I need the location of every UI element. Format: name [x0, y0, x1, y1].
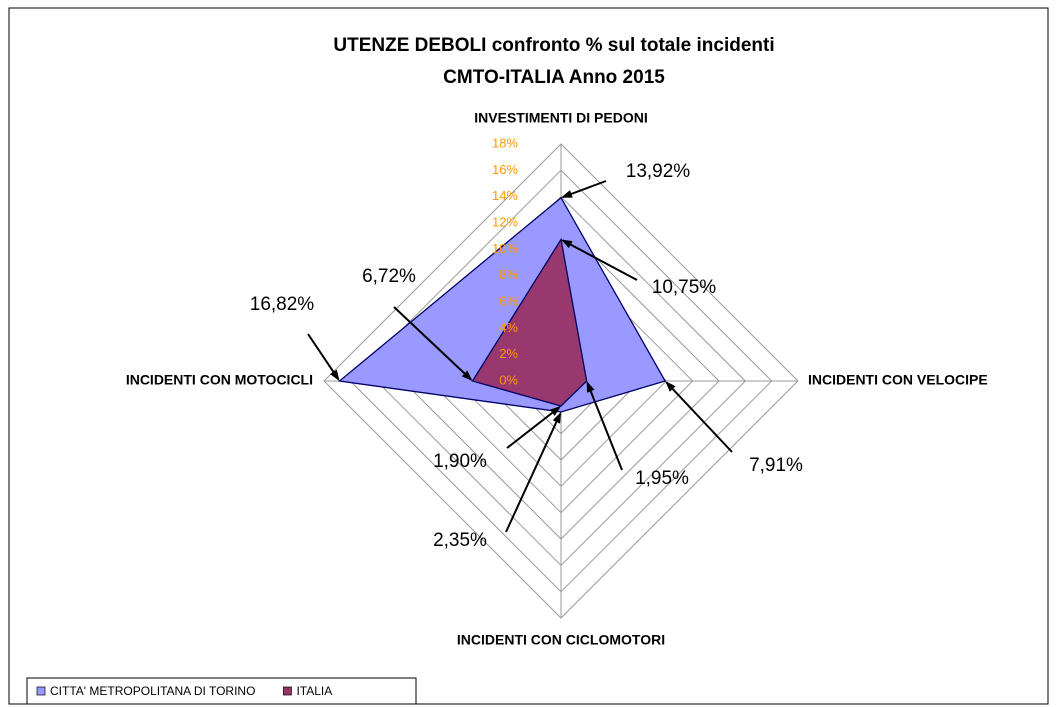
y-tick-label: 2% [499, 346, 518, 361]
legend-box [26, 677, 417, 705]
data-label: 7,91% [749, 455, 803, 476]
y-tick-label: 18% [492, 135, 518, 150]
arrow-head [561, 239, 573, 249]
chart-title: CMTO-ITALIA Anno 2015 [443, 67, 665, 88]
category-label: INCIDENTI CON MOTOCICLI [126, 372, 313, 388]
y-tick-label: 8% [499, 267, 518, 282]
data-label: 1,90% [433, 451, 487, 472]
data-label: 1,95% [635, 468, 689, 489]
label-arrow [506, 406, 561, 449]
arrow-head [586, 381, 595, 393]
category-label: INCIDENTI CON CICLOMOTORI [457, 632, 665, 648]
chart-title: UTENZE DEBOLI confronto % sul totale inc… [333, 35, 774, 56]
arrow-head [561, 190, 573, 198]
y-tick-label: 10% [492, 241, 518, 256]
arrow-head [552, 411, 561, 424]
category-label: INVESTIMENTI DI PEDONI [474, 110, 647, 126]
data-label: 10,75% [652, 277, 717, 298]
y-tick-label: 14% [492, 188, 518, 203]
legend-label: ITALIA [296, 684, 332, 698]
label-arrow [665, 381, 733, 453]
data-label: 16,82% [250, 294, 315, 315]
label-arrow [562, 239, 638, 281]
arrow-head [330, 369, 340, 381]
y-tick-label: 6% [499, 293, 518, 308]
y-tick-label: 4% [499, 320, 518, 335]
legend-swatch [283, 686, 292, 696]
legend-swatch [36, 686, 46, 696]
label-arrow [307, 333, 340, 380]
arrow-head [549, 406, 561, 416]
data-label: 6,72% [362, 266, 416, 287]
arrow-head [665, 381, 676, 392]
label-arrow [505, 413, 562, 533]
legend-label: CITTA' METROPOLITANA DI TORINO [50, 684, 255, 698]
category-label: INCIDENTI CON VELOCIPE [808, 372, 988, 388]
y-tick-label: 16% [492, 162, 518, 177]
data-label: 13,92% [626, 161, 691, 182]
y-tick-label: 0% [499, 372, 518, 387]
label-arrow [393, 306, 472, 381]
arrow-head [461, 370, 473, 381]
label-arrow [586, 382, 623, 471]
y-tick-label: 12% [492, 214, 518, 229]
data-label: 2,35% [433, 530, 487, 551]
